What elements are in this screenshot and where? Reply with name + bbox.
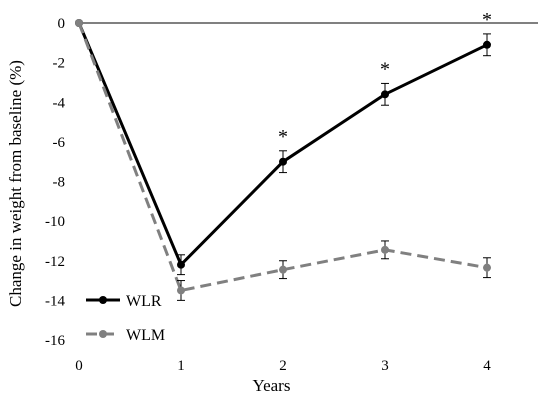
y-tick-labels: 0 -2 -4 -6 -8 -10 -12 -14 -16	[45, 16, 65, 349]
data-point-wlm	[177, 286, 185, 295]
significance-marker: *	[278, 126, 288, 148]
significance-annotations: * * *	[278, 9, 492, 148]
significance-marker: *	[482, 9, 492, 31]
legend-marker-wlm	[99, 330, 107, 338]
x-tick-label: 3	[381, 358, 389, 374]
legend-item-wlm: WLM	[86, 327, 165, 344]
data-point-wlm	[279, 265, 287, 274]
y-tick-label: -8	[53, 175, 66, 191]
plot-series	[75, 19, 491, 301]
legend-label-wlr: WLR	[126, 293, 162, 310]
data-point-wlr	[381, 90, 389, 99]
data-point-wlr	[483, 40, 491, 49]
data-point-wlm	[381, 245, 389, 254]
legend-label-wlm: WLM	[126, 327, 165, 344]
y-tick-label: -4	[53, 95, 66, 111]
series-wlm	[75, 19, 491, 301]
y-tick-label: -16	[45, 333, 65, 349]
x-axis-title: Years	[253, 376, 291, 395]
x-tick-labels: 0 1 2 3 4	[75, 358, 491, 374]
x-tick-label: 2	[279, 358, 287, 374]
series-line-wlm	[77, 22, 488, 292]
y-tick-label: 0	[58, 16, 66, 32]
x-tick-label: 4	[483, 358, 491, 374]
y-tick-label: -2	[53, 56, 66, 72]
y-axis-title: Change in weight from baseline (%)	[6, 60, 25, 307]
x-tick-label: 1	[177, 358, 185, 374]
y-tick-label: -14	[45, 293, 65, 309]
y-tick-label: -10	[45, 214, 65, 230]
legend-marker-wlr	[99, 296, 107, 304]
data-point-wlr	[177, 260, 185, 269]
y-tick-label: -12	[45, 254, 65, 270]
x-tick-label: 0	[75, 358, 83, 374]
y-tick-label: -6	[53, 135, 66, 151]
legend-item-wlr: WLR	[86, 293, 162, 310]
data-point-wlr	[279, 157, 287, 166]
significance-marker: *	[380, 58, 390, 80]
series-wlr	[75, 19, 491, 276]
legend: WLR WLM	[86, 293, 165, 344]
data-point-wlm	[75, 19, 83, 27]
data-point-wlm	[483, 263, 491, 272]
